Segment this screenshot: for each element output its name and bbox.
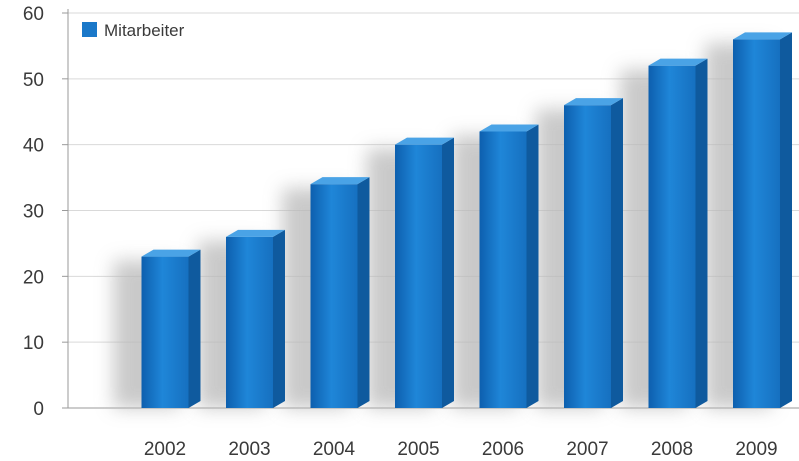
bar-top bbox=[479, 124, 539, 132]
y-tick-label: 50 bbox=[23, 70, 44, 91]
bar-2006 bbox=[479, 124, 539, 408]
bar-top bbox=[395, 137, 454, 145]
x-tick-label: 2008 bbox=[651, 439, 693, 460]
x-tick-label: 2002 bbox=[144, 439, 186, 460]
bar-front bbox=[479, 131, 527, 408]
bar-side bbox=[357, 177, 370, 408]
bar-side bbox=[273, 229, 285, 408]
bar-side bbox=[780, 32, 792, 408]
y-tick-labels: 0 10 20 30 40 50 60 bbox=[23, 4, 44, 420]
bar-top bbox=[564, 98, 623, 106]
y-tick-label: 60 bbox=[23, 4, 44, 25]
bar-top bbox=[648, 58, 708, 66]
x-tick-label: 2005 bbox=[397, 439, 439, 460]
bar-front bbox=[564, 105, 611, 409]
x-tick-label: 2006 bbox=[482, 439, 524, 460]
x-tick-label: 2004 bbox=[313, 439, 356, 460]
bars bbox=[141, 32, 792, 409]
y-tick-label: 30 bbox=[23, 202, 44, 223]
bar-top bbox=[733, 32, 792, 40]
y-tick-label: 10 bbox=[23, 333, 44, 354]
bar-2004 bbox=[310, 177, 370, 408]
x-tick-label: 2009 bbox=[735, 439, 777, 460]
bar-2008 bbox=[648, 58, 708, 409]
x-tick-labels: 2002 2003 2004 2005 2006 2007 2008 2009 bbox=[144, 439, 778, 460]
x-tick-label: 2003 bbox=[228, 439, 270, 460]
bar-front bbox=[395, 144, 442, 408]
bar-2007 bbox=[564, 98, 623, 409]
y-tick-label: 40 bbox=[23, 136, 44, 157]
y-tick-label: 20 bbox=[23, 267, 44, 288]
legend: Mitarbeiter bbox=[82, 21, 185, 40]
bar-2005 bbox=[395, 137, 454, 408]
bar-2003 bbox=[226, 229, 285, 408]
bar-top bbox=[141, 249, 201, 257]
bar-side bbox=[611, 98, 623, 409]
bar-front bbox=[226, 236, 273, 408]
bar-side bbox=[526, 124, 539, 408]
bar-2009 bbox=[733, 32, 792, 408]
bar-front bbox=[310, 184, 358, 408]
legend-swatch bbox=[82, 22, 97, 37]
x-tick-label: 2007 bbox=[566, 439, 608, 460]
bar-side bbox=[188, 249, 201, 408]
bar-2002 bbox=[141, 249, 201, 408]
bar-top bbox=[310, 177, 370, 185]
legend-label: Mitarbeiter bbox=[104, 21, 185, 40]
bar-side bbox=[695, 58, 708, 409]
y-tick-label: 0 bbox=[33, 399, 44, 420]
bar-front bbox=[141, 256, 189, 408]
bar-top bbox=[226, 229, 285, 237]
bar-front bbox=[733, 39, 780, 408]
bar-side bbox=[442, 137, 454, 408]
bar-front bbox=[648, 65, 696, 409]
